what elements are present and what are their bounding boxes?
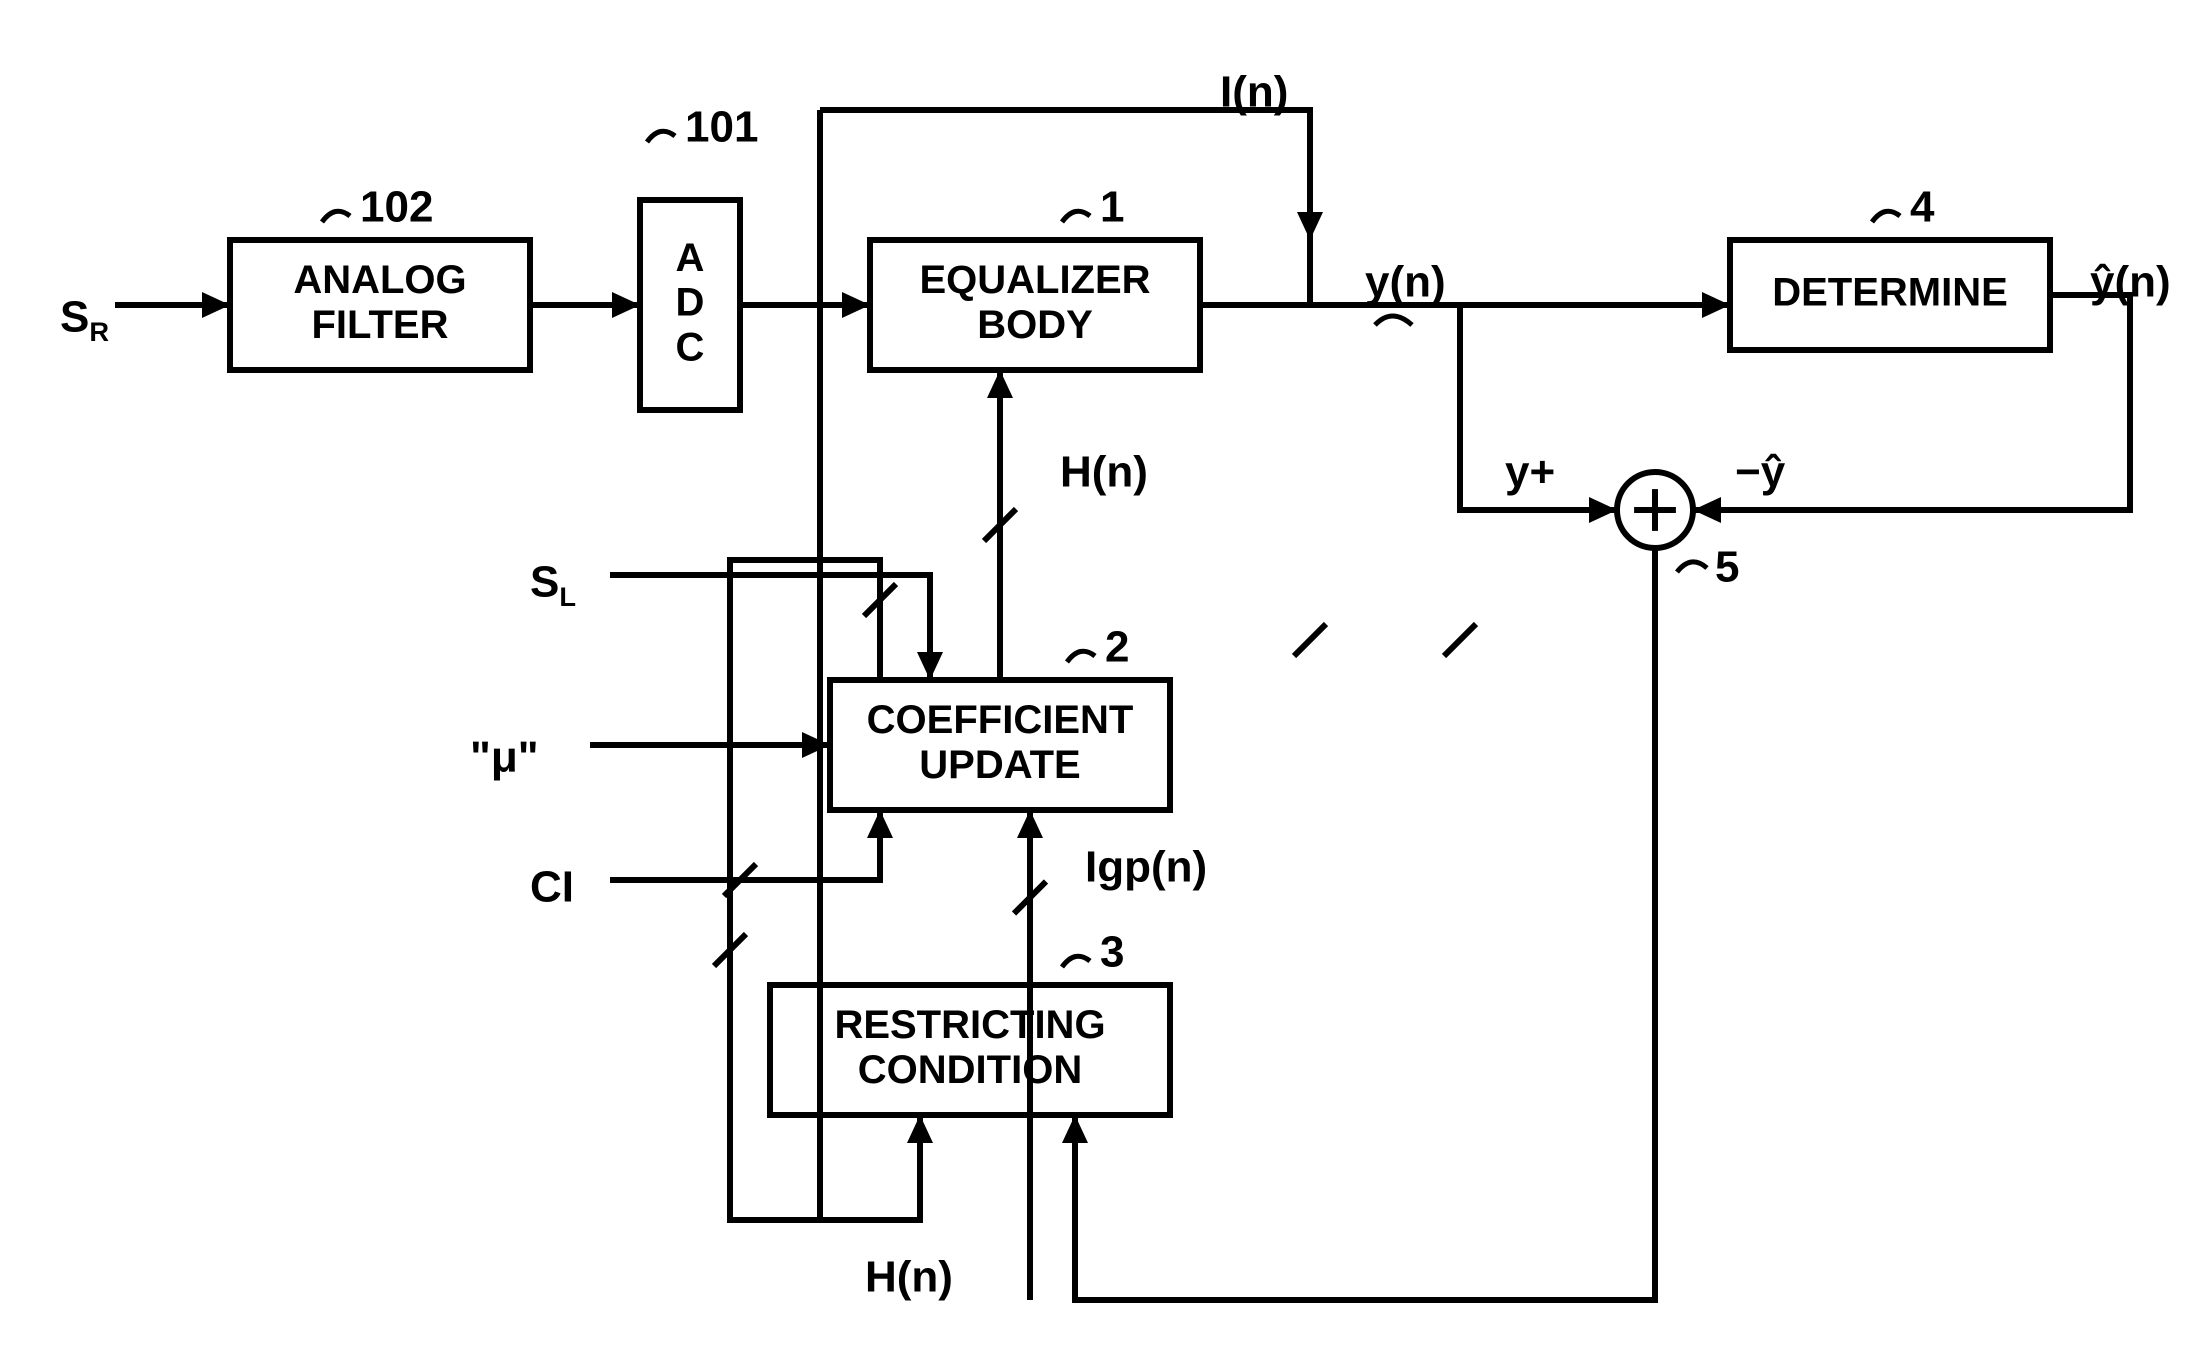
svg-text:COEFFICIENT: COEFFICIENT <box>867 698 1134 742</box>
svg-text:H(n): H(n) <box>865 1253 953 1302</box>
svg-text:H(n): H(n) <box>1060 448 1148 497</box>
svg-text:y(n): y(n) <box>1365 258 1446 307</box>
svg-text:101: 101 <box>685 103 758 152</box>
svg-text:CI: CI <box>530 863 574 912</box>
svg-text:DETERMINE: DETERMINE <box>1772 271 2008 315</box>
svg-text:4: 4 <box>1910 183 1935 232</box>
svg-text:−ŷ: −ŷ <box>1735 448 1786 497</box>
svg-text:EQUALIZER: EQUALIZER <box>919 258 1150 302</box>
svg-text:D: D <box>676 281 705 325</box>
svg-text:5: 5 <box>1715 543 1739 592</box>
svg-text:"μ": "μ" <box>470 733 539 782</box>
svg-text:ANALOG: ANALOG <box>293 258 466 302</box>
svg-text:FILTER: FILTER <box>311 303 448 347</box>
svg-text:UPDATE: UPDATE <box>919 743 1080 787</box>
svg-text:SL: SL <box>530 558 576 613</box>
svg-text:I(n): I(n) <box>1220 68 1288 117</box>
svg-text:BODY: BODY <box>977 303 1093 347</box>
svg-text:CONDITION: CONDITION <box>858 1048 1082 1092</box>
svg-text:RESTRICTING: RESTRICTING <box>834 1003 1105 1047</box>
svg-text:C: C <box>676 325 705 369</box>
svg-text:2: 2 <box>1105 623 1129 672</box>
svg-text:Igp(n): Igp(n) <box>1085 843 1207 892</box>
svg-text:A: A <box>676 236 705 280</box>
svg-text:y+: y+ <box>1505 448 1555 497</box>
svg-text:102: 102 <box>360 183 433 232</box>
svg-text:1: 1 <box>1100 183 1124 232</box>
svg-text:ŷ(n): ŷ(n) <box>2090 258 2171 307</box>
svg-text:SR: SR <box>60 293 109 348</box>
svg-text:3: 3 <box>1100 928 1124 977</box>
